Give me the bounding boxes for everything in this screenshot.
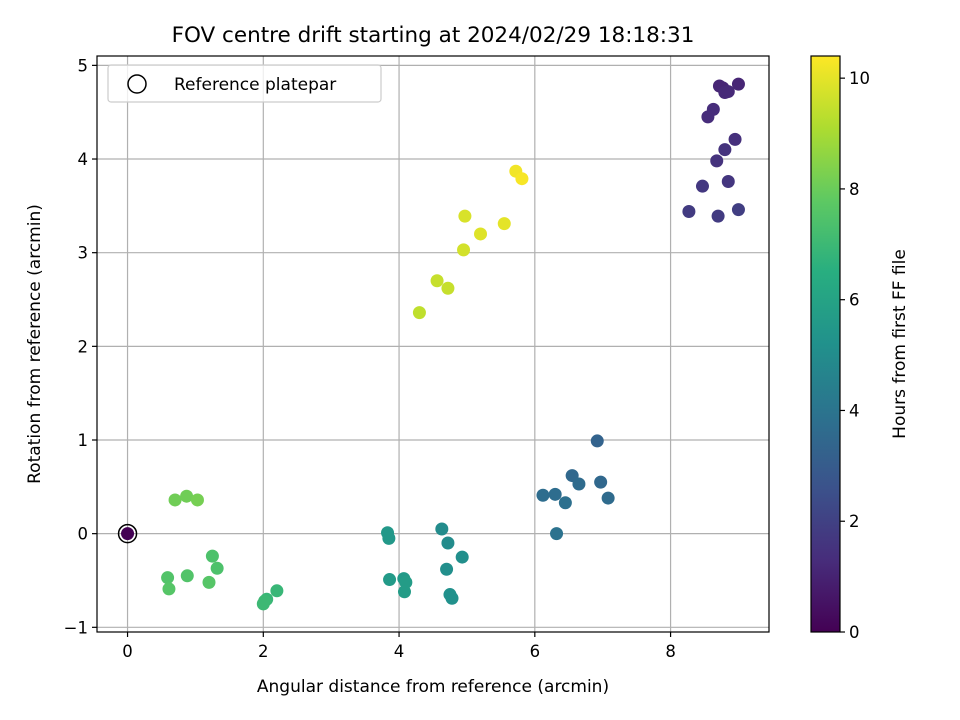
data-point [601,491,615,505]
data-point [455,550,469,564]
data-point [382,531,396,545]
colorbar-frame [810,55,841,633]
data-point [497,217,511,231]
grid-lines [97,56,769,632]
colorbar [811,56,840,632]
data-point [731,77,745,91]
chart-title: FOV centre drift starting at 2024/02/29 … [172,23,695,48]
data-point [210,561,224,575]
data-point [383,573,397,587]
legend-marker [127,74,147,94]
reference-point [121,527,135,541]
data-point [695,179,709,193]
data-point [256,597,270,611]
y-tick-label: 2 [78,337,89,356]
x-tick-label: 2 [258,642,269,661]
data-point [457,243,471,257]
data-point [594,475,608,489]
data-point [718,143,732,157]
data-point [550,527,564,541]
colorbar-tick-label: 10 [849,69,870,88]
colorbar-tick-label: 2 [849,512,860,531]
legend: Reference platepar [107,64,382,103]
reference-marker [117,523,138,544]
data-point [162,582,176,596]
y-tick-label: 3 [78,244,89,263]
data-point [536,488,550,502]
data-point [412,306,426,320]
data-point [161,571,175,585]
data-point [590,434,604,448]
data-point [731,203,745,217]
data-point [728,132,742,146]
y-tick-label: 1 [78,431,89,450]
y-tick-label: 0 [78,525,89,544]
data-point [445,591,459,605]
reference-ring [117,523,138,544]
data-point [548,487,562,501]
data-point [270,584,284,598]
data-point [515,172,529,186]
y-axis-label: Rotation from reference (arcmin) [25,204,45,484]
colorbar-tick-label: 8 [849,180,860,199]
x-tick-label: 8 [665,642,676,661]
data-point [440,562,454,576]
x-tick-label: 0 [122,642,133,661]
legend-label-reference: Reference platepar [174,75,336,95]
data-point [711,209,725,223]
y-tick-label: −1 [64,618,88,637]
data-point [190,493,204,507]
data-points [161,77,745,611]
data-point [721,175,735,189]
data-point [202,575,216,589]
data-point [441,281,455,295]
data-point [441,536,455,550]
legend-box [107,64,382,103]
data-point [682,204,696,218]
colorbar-ticks: 0 2 4 6 8 10 [840,69,870,642]
data-point [458,209,472,223]
x-axis-label: Angular distance from reference (arcmin) [257,677,609,697]
data-point [435,522,449,536]
colorbar-tick-label: 0 [849,623,860,642]
x-axis-ticks: 0 2 4 6 8 [122,632,676,661]
y-axis-ticks: −1 0 1 2 3 4 5 [64,56,97,637]
data-point [721,85,735,99]
data-point [168,493,182,507]
y-tick-label: 4 [78,150,89,169]
data-point [205,549,219,563]
data-point [430,274,444,288]
plot-frame [96,55,770,633]
y-tick-label: 5 [78,56,89,75]
x-tick-label: 6 [530,642,541,661]
data-point [701,110,715,124]
data-point [474,227,488,241]
x-tick-label: 4 [394,642,405,661]
data-point [558,496,572,510]
data-point [397,585,411,599]
colorbar-label: Hours from first FF file [890,249,910,439]
data-point [710,154,724,168]
colorbar-tick-label: 4 [849,401,860,420]
data-point [180,489,194,503]
data-point [180,569,194,583]
data-point [572,477,586,491]
colorbar-tick-label: 6 [849,291,860,310]
